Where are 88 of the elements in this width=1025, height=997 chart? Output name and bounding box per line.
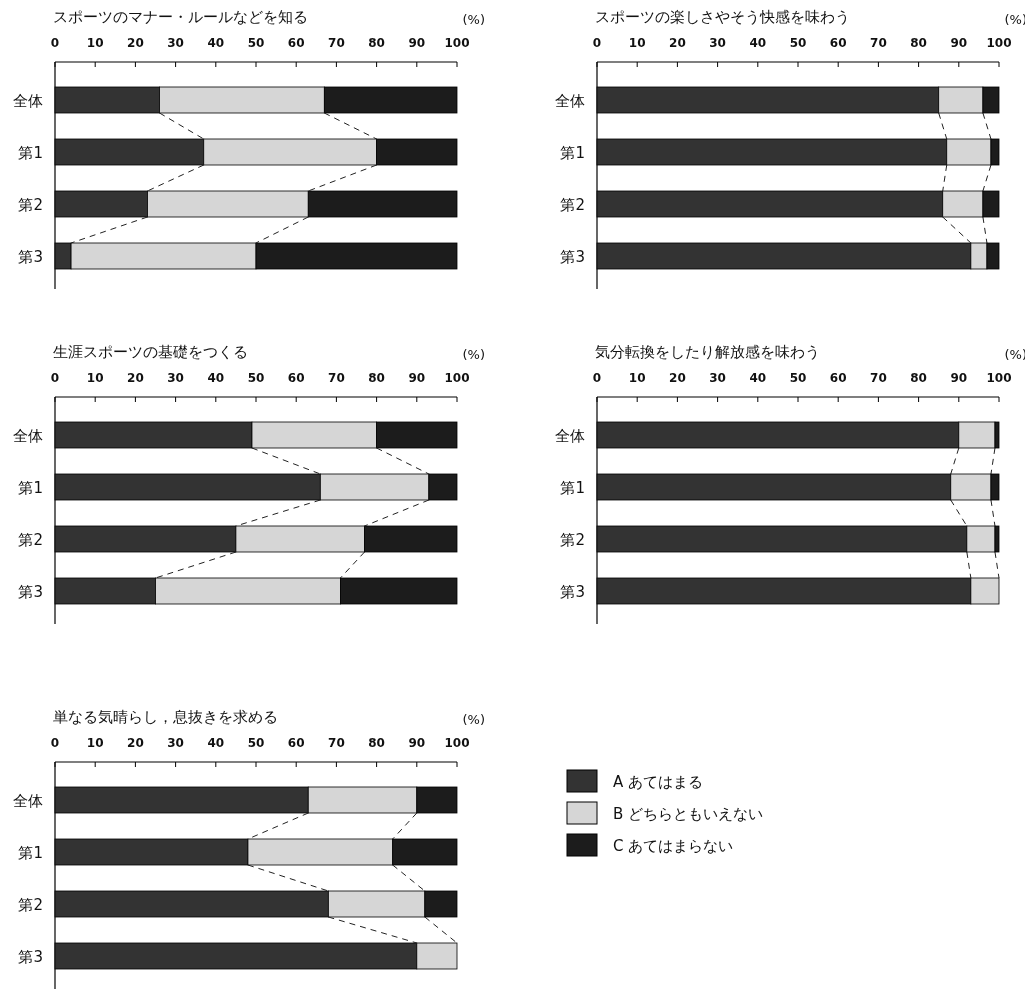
x-tick-label: 80 — [910, 36, 927, 50]
y-tick-label: 第2 — [560, 196, 585, 214]
x-tick-label: 80 — [910, 371, 927, 385]
x-tick-label: 0 — [592, 36, 602, 50]
x-tick-label: 30 — [709, 371, 726, 385]
x-tick-label: 0 — [50, 36, 60, 50]
y-tick-label: 第1 — [18, 144, 43, 162]
y-tick-label: 第3 — [18, 248, 43, 266]
y-tick-label: 第1 — [560, 144, 585, 162]
y-tick-label: 第3 — [18, 583, 43, 601]
x-tick-label: 70 — [870, 371, 887, 385]
x-tick-label: 90 — [950, 36, 968, 50]
x-tick-label: 30 — [167, 371, 184, 385]
y-tick-label: 全体 — [13, 92, 43, 110]
x-tick-label: 20 — [127, 371, 144, 385]
x-axis-title: (%) — [462, 712, 485, 727]
x-tick-label: 60 — [829, 36, 847, 50]
x-tick-label: 100 — [986, 371, 1012, 385]
x-tick-label: 50 — [247, 736, 265, 750]
x-tick-label: 80 — [368, 736, 385, 750]
x-tick-label: 10 — [628, 36, 646, 50]
x-tick-label: 60 — [829, 371, 847, 385]
y-tick-label: 第1 — [18, 479, 43, 497]
x-axis-title: (%) — [1004, 12, 1025, 27]
x-tick-label: 50 — [247, 371, 265, 385]
y-tick-label: 全体 — [555, 92, 585, 110]
x-tick-label: 60 — [287, 371, 305, 385]
chart-title: 生涯スポーツの基礎をつくる — [53, 343, 248, 361]
y-tick-label: 全体 — [13, 427, 43, 445]
x-tick-label: 10 — [628, 371, 646, 385]
x-axis-title: (%) — [462, 347, 485, 362]
y-tick-label: 第1 — [18, 844, 43, 862]
x-tick-label: 40 — [207, 371, 225, 385]
chart-title: スポーツの楽しさやそう快感を味わう — [595, 8, 850, 26]
x-axis-title: (%) — [1004, 347, 1025, 362]
x-tick-label: 0 — [592, 371, 602, 385]
y-tick-label: 第2 — [18, 196, 43, 214]
y-tick-label: 第2 — [18, 531, 43, 549]
y-tick-label: 第1 — [560, 479, 585, 497]
x-tick-label: 100 — [444, 736, 470, 750]
x-tick-label: 70 — [870, 36, 887, 50]
y-tick-label: 第3 — [560, 248, 585, 266]
x-tick-label: 10 — [86, 736, 104, 750]
x-tick-label: 40 — [207, 736, 225, 750]
x-tick-label: 40 — [207, 36, 225, 50]
y-tick-label: 全体 — [13, 792, 43, 810]
y-tick-label: 第2 — [18, 896, 43, 914]
chart-title: 単なる気晴らし，息抜きを求める — [53, 708, 278, 726]
x-tick-label: 30 — [709, 36, 726, 50]
x-tick-label: 30 — [167, 736, 184, 750]
x-tick-label: 20 — [127, 36, 144, 50]
x-tick-label: 10 — [86, 36, 104, 50]
x-tick-label: 70 — [328, 36, 345, 50]
legend-label: B どちらともいえない — [613, 805, 764, 823]
x-tick-label: 80 — [368, 36, 385, 50]
x-tick-label: 50 — [789, 371, 807, 385]
x-tick-label: 20 — [669, 371, 686, 385]
x-tick-label: 30 — [167, 36, 184, 50]
x-tick-label: 20 — [127, 736, 144, 750]
x-tick-label: 10 — [86, 371, 104, 385]
x-tick-label: 90 — [950, 371, 968, 385]
x-tick-label: 50 — [789, 36, 807, 50]
legend-label: A あてはまる — [613, 773, 704, 791]
legend-label: C あてはまらない — [613, 837, 734, 855]
x-tick-label: 90 — [408, 736, 426, 750]
y-tick-label: 第3 — [18, 948, 43, 966]
x-tick-label: 100 — [444, 36, 470, 50]
y-tick-label: 第3 — [560, 583, 585, 601]
x-tick-label: 80 — [368, 371, 385, 385]
y-tick-label: 全体 — [555, 427, 585, 445]
x-tick-label: 90 — [408, 36, 426, 50]
x-tick-label: 40 — [749, 36, 767, 50]
x-tick-label: 60 — [287, 36, 305, 50]
y-tick-label: 第2 — [560, 531, 585, 549]
x-tick-label: 70 — [328, 736, 345, 750]
x-tick-label: 40 — [749, 371, 767, 385]
x-tick-label: 20 — [669, 36, 686, 50]
x-tick-label: 100 — [986, 36, 1012, 50]
x-axis-title: (%) — [462, 12, 485, 27]
x-tick-label: 50 — [247, 36, 265, 50]
x-tick-label: 60 — [287, 736, 305, 750]
x-tick-label: 0 — [50, 371, 60, 385]
x-tick-label: 100 — [444, 371, 470, 385]
chart-title: 気分転換をしたり解放感を味わう — [595, 343, 820, 361]
x-tick-label: 0 — [50, 736, 60, 750]
chart-title: スポーツのマナー・ルールなどを知る — [53, 8, 308, 26]
x-tick-label: 90 — [408, 371, 426, 385]
x-tick-label: 70 — [328, 371, 345, 385]
